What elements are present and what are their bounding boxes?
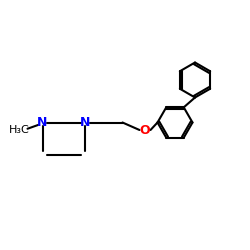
Text: N: N: [80, 116, 90, 129]
Text: N: N: [37, 116, 48, 129]
Text: H₃C: H₃C: [8, 125, 29, 135]
Text: O: O: [140, 124, 150, 136]
